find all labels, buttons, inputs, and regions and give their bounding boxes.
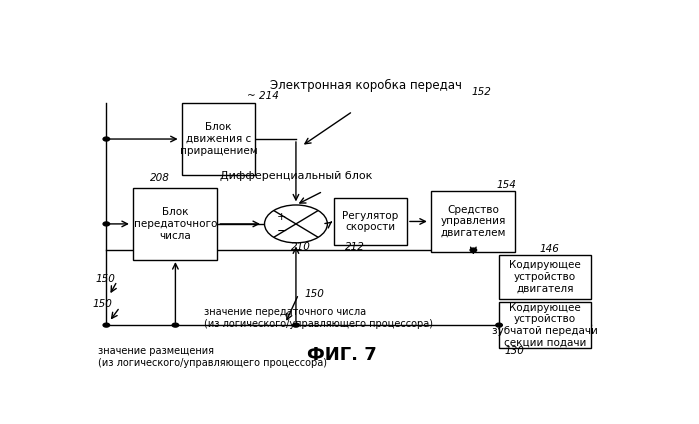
Circle shape (103, 137, 110, 141)
Text: Регулятор
скорости: Регулятор скорости (343, 211, 398, 232)
Bar (499, 302, 591, 348)
Text: 150: 150 (304, 289, 324, 299)
Circle shape (264, 205, 327, 243)
Text: Блок
передаточного
числа: Блок передаточного числа (134, 207, 217, 240)
Text: 212: 212 (345, 242, 365, 252)
Bar (134, 188, 217, 260)
Text: 208: 208 (150, 173, 170, 183)
Text: 210: 210 (291, 242, 310, 252)
Text: ФИГ. 7: ФИГ. 7 (307, 346, 377, 364)
Text: значение передаточного числа
(из логического/управляющего процессора): значение передаточного числа (из логичес… (204, 307, 433, 329)
Circle shape (172, 323, 179, 327)
Text: Блок
движения с
приращением: Блок движения с приращением (180, 123, 257, 156)
Circle shape (293, 323, 299, 327)
Circle shape (470, 248, 477, 252)
Circle shape (103, 323, 110, 327)
Text: 146: 146 (540, 244, 560, 254)
Text: Дифференциальный блок: Дифференциальный блок (219, 171, 372, 181)
Text: 130: 130 (505, 346, 524, 356)
Text: +: + (277, 212, 287, 222)
Bar (499, 255, 591, 299)
Bar (334, 198, 407, 245)
Text: значение размещения
(из логического/управляющего процессора): значение размещения (из логического/упра… (98, 346, 327, 368)
Text: 150: 150 (93, 299, 113, 309)
Bar (431, 191, 515, 252)
Text: 154: 154 (496, 180, 517, 190)
Text: 152: 152 (472, 86, 492, 97)
Text: Кодирующее
устройство
двигателя: Кодирующее устройство двигателя (510, 260, 581, 293)
Text: ~ 214: ~ 214 (247, 92, 279, 101)
Text: −: − (277, 225, 287, 237)
Circle shape (496, 323, 503, 327)
Text: Кодирующее
устройство
зубчатой передачи
секции подачи: Кодирующее устройство зубчатой передачи … (492, 303, 598, 348)
Bar (182, 103, 255, 175)
Text: 150: 150 (96, 274, 115, 285)
Text: Электронная коробка передач: Электронная коробка передач (271, 78, 462, 92)
Text: Средство
управления
двигателем: Средство управления двигателем (440, 205, 506, 238)
Circle shape (103, 222, 110, 226)
